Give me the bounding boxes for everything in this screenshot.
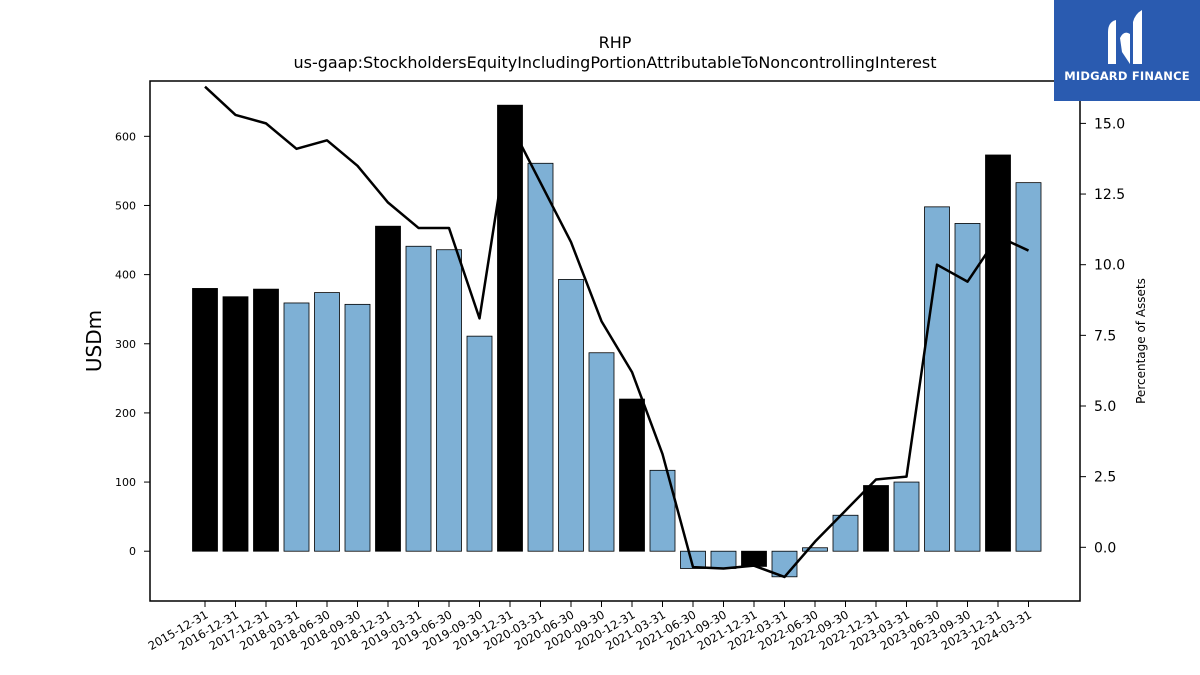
y-tick-label: 200: [115, 407, 136, 420]
logo: MIDGARD FINANCE: [1054, 0, 1200, 101]
bar: [344, 303, 371, 552]
line-path: [204, 85, 1030, 579]
logo-text: MIDGARD FINANCE: [1064, 69, 1190, 83]
y-tick-label: 600: [115, 130, 136, 143]
bar: [893, 481, 920, 552]
bar: [863, 485, 889, 552]
y2-tick-label: 15.0: [1094, 116, 1125, 132]
y-tick-label: 400: [115, 269, 136, 282]
bar: [375, 225, 401, 552]
chart-subtitle: us-gaap:StockholdersEquityIncludingPorti…: [293, 53, 936, 72]
y2-axis-ticks: 0.0 2.5 5.0 7.5 10.0 12.5 15.0: [1080, 116, 1125, 556]
y2-tick-label: 7.5: [1094, 328, 1116, 344]
y-tick-label: 300: [115, 338, 136, 351]
bar: [466, 335, 493, 552]
bar: [253, 288, 279, 552]
bar: [527, 162, 554, 552]
bar: [619, 398, 645, 552]
bar: [314, 292, 340, 552]
bar: [985, 154, 1011, 552]
y-tick-label: 0: [129, 545, 136, 558]
y2-tick-label: 0.0: [1094, 540, 1116, 556]
y-axis-label: USDm: [82, 310, 106, 372]
bar: [558, 279, 584, 552]
bar: [710, 550, 737, 569]
bar: [771, 550, 798, 578]
bar: [283, 302, 310, 552]
bar: [436, 249, 462, 552]
line-series: [204, 85, 1030, 579]
bar-series: [192, 104, 1042, 578]
bar: [222, 296, 249, 552]
bar: [588, 352, 615, 552]
y-axis-ticks: 0 100 200 300 400 500 600: [115, 130, 150, 558]
y2-tick-label: 12.5: [1094, 187, 1125, 203]
chart-title: RHP: [599, 33, 632, 52]
y2-tick-label: 2.5: [1094, 470, 1116, 486]
y-tick-label: 100: [115, 476, 136, 489]
bar: [802, 547, 828, 552]
plot-frame: [149, 80, 1081, 602]
bar: [1015, 182, 1042, 552]
bar: [680, 550, 706, 569]
y2-tick-label: 5.0: [1094, 399, 1116, 415]
x-axis-ticks: 2015-12-312016-12-312017-12-312018-03-31…: [146, 601, 1034, 653]
bar: [924, 206, 950, 552]
bar: [954, 223, 981, 552]
bar: [741, 550, 767, 567]
logo-mark-icon: [1108, 10, 1142, 64]
y2-axis-label: Percentage of Assets: [1134, 278, 1148, 404]
bar: [405, 245, 432, 552]
y-tick-label: 500: [115, 199, 136, 212]
y2-tick-label: 10.0: [1094, 258, 1125, 274]
bar: [192, 288, 218, 552]
bar: [832, 514, 859, 552]
